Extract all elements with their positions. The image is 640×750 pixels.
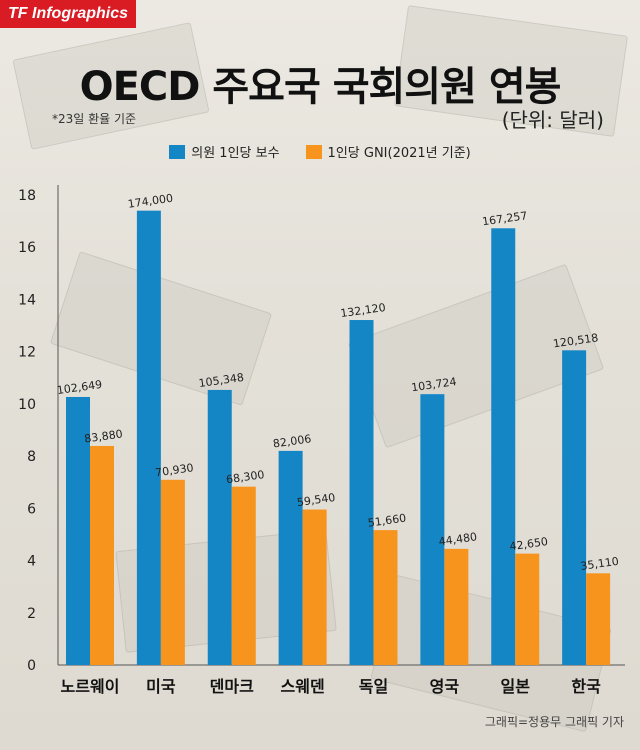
data-label-gni: 35,110 <box>580 555 620 573</box>
exchange-rate-note: *23일 환율 기준 <box>52 112 137 126</box>
bar-gni <box>90 445 114 665</box>
bar-salary <box>420 394 445 665</box>
x-category-label: 한국 <box>571 677 601 696</box>
data-label-salary: 132,120 <box>340 301 387 320</box>
y-tick-label: 14 <box>18 292 36 308</box>
data-label-gni: 59,540 <box>296 491 336 509</box>
bar-salary <box>491 228 516 666</box>
x-category-label: 미국 <box>146 677 176 696</box>
data-label-salary: 102,649 <box>56 378 103 397</box>
legend: 의원 1인당 보수 1인당 GNI(2021년 기준) <box>0 142 640 161</box>
y-tick-label: 12 <box>18 345 36 361</box>
data-label-gni: 44,480 <box>438 530 478 548</box>
bar-salary <box>66 396 90 665</box>
bar-salary <box>349 320 374 665</box>
bar-salary <box>136 210 161 665</box>
brand-logo: TF Infographics <box>0 0 136 28</box>
legend-item-gni: 1인당 GNI(2021년 기준) <box>305 142 471 161</box>
y-tick-label: 18 <box>18 188 36 204</box>
data-label-salary: 174,000 <box>127 192 174 211</box>
y-tick-label: 10 <box>18 397 36 413</box>
bar-gni <box>302 509 327 665</box>
y-tick-label: 16 <box>18 240 36 256</box>
legend-item-salary: 의원 1인당 보수 <box>169 142 280 161</box>
data-label-gni: 83,880 <box>84 427 124 445</box>
x-category-label: 일본 <box>501 677 531 696</box>
x-category-label: 영국 <box>430 677 460 696</box>
y-tick-label: 6 <box>27 501 36 517</box>
graphic-credit: 그래픽=정용무 그래픽 기자 <box>484 715 624 729</box>
data-label-salary: 120,518 <box>552 331 599 350</box>
legend-label-gni: 1인당 GNI(2021년 기준) <box>327 146 471 161</box>
y-tick-label: 4 <box>27 554 36 570</box>
bar-salary <box>562 350 587 665</box>
bar-gni <box>231 486 256 665</box>
y-tick-label: 0 <box>27 658 36 674</box>
legend-swatch-salary <box>169 144 186 159</box>
bar-gni <box>160 479 185 665</box>
unit-label: (단위: 달러) <box>501 108 604 132</box>
data-label-salary: 82,006 <box>272 432 312 450</box>
x-category-label: 덴마크 <box>210 677 254 696</box>
bar-gni <box>586 573 611 665</box>
chart-title: OECD 주요국 국회의원 연봉 <box>79 64 562 110</box>
y-tick-label: 2 <box>27 606 36 622</box>
bar-gni <box>373 530 398 665</box>
data-label-salary: 105,348 <box>198 371 245 390</box>
bar-salary <box>278 450 303 665</box>
x-category-label: 독일 <box>359 677 388 696</box>
data-label-gni: 70,930 <box>154 461 194 479</box>
bar-gni <box>515 553 540 665</box>
x-category-label: 노르웨이 <box>61 677 120 696</box>
data-label-salary: 103,724 <box>410 375 457 394</box>
bar-gni <box>444 548 469 665</box>
data-label-salary: 167,257 <box>481 209 528 228</box>
legend-label-salary: 의원 1인당 보수 <box>191 146 280 161</box>
y-tick-label: 8 <box>27 449 36 465</box>
x-category-label: 스웨덴 <box>281 677 325 696</box>
bar-salary <box>207 389 232 665</box>
legend-swatch-gni <box>305 144 322 159</box>
data-label-gni: 42,650 <box>509 535 549 553</box>
data-label-gni: 51,660 <box>367 512 407 530</box>
data-label-gni: 68,300 <box>225 468 265 486</box>
